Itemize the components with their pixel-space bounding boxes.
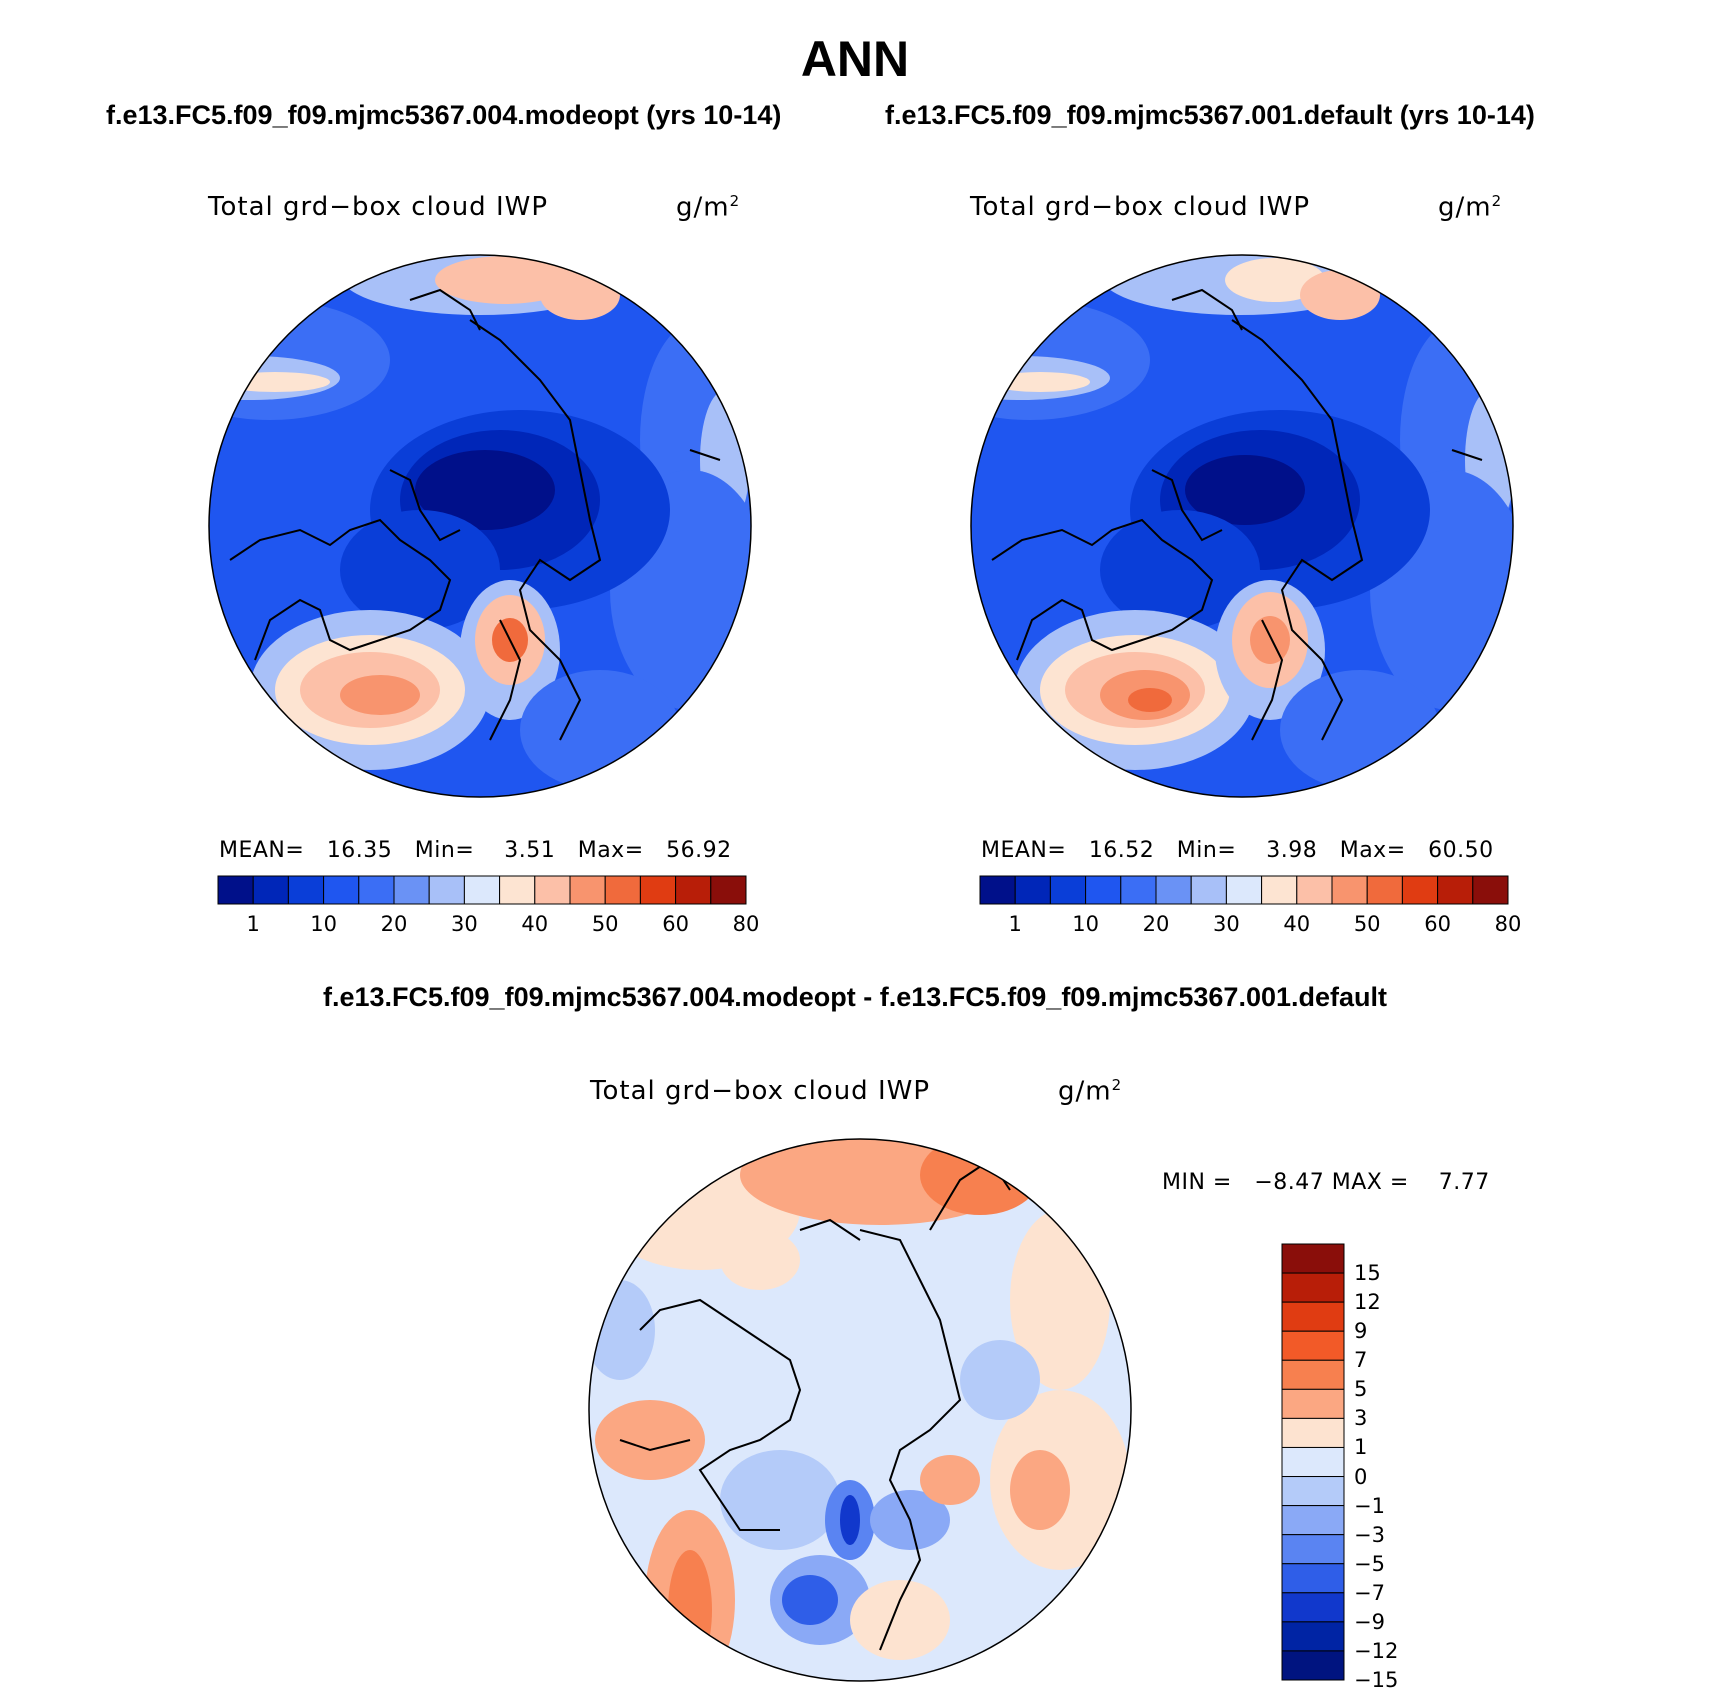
panel-1-variable-label: Total grd−box cloud IWP [208,192,549,222]
colorbar-tick-label: 50 [1353,912,1381,936]
difference-colorbar-tick-label: 5 [1354,1377,1368,1402]
difference-colorbar-tick-label: −9 [1354,1609,1385,1634]
colorbar-swatch [287,875,325,905]
colorbar-swatch [1085,875,1122,905]
colorbar-swatch [1472,875,1509,905]
difference-colorbar-swatch [1281,1388,1345,1419]
difference-colorbar-tick-label: 1 [1354,1435,1368,1460]
difference-colorbar-tick-label: −7 [1354,1580,1385,1605]
colorbar-swatch [323,875,360,905]
difference-colorbar-tick-label: 7 [1354,1348,1368,1373]
colorbar-swatch [569,875,606,905]
panel-2-colorbar [979,875,1509,905]
difference-stats: MIN = −8.47 MAX = 7.77 [1162,1170,1490,1195]
colorbar-tick-label: 80 [732,912,760,936]
difference-colorbar-tick-label: 3 [1354,1406,1368,1431]
difference-coastlines [619,1158,1011,1651]
panel-2-contour-field [971,255,1513,797]
difference-contour-field [589,1139,1131,1681]
difference-colorbar [1281,1243,1345,1681]
panel-2-case-title: f.e13.FC5.f09_f09.mjmc5367.001.default (… [885,100,1535,130]
difference-colorbar-tick-label: 9 [1354,1319,1368,1344]
colorbar-tick-label: 40 [521,912,549,936]
panel-1-stats: MEAN= 16.35 Min= 3.51 Max= 56.92 [219,838,732,863]
colorbar-tick-label: 80 [1494,912,1522,936]
panel-1-coastlines [229,288,721,741]
panel-1-units-label: g/m2 [676,192,741,223]
difference-colorbar-swatch [1281,1476,1345,1507]
colorbar-swatch [604,875,641,905]
difference-colorbar-tick-label: 12 [1354,1290,1381,1315]
difference-colorbar-swatch [1281,1534,1345,1565]
panel-1-colorbar [217,875,747,905]
difference-colorbar-tick-label: 15 [1354,1261,1381,1286]
difference-colorbar-swatch [1281,1505,1345,1536]
colorbar-swatch [393,875,430,905]
colorbar-swatch [1401,875,1439,905]
colorbar-swatch [463,875,501,905]
panel-2-stats: MEAN= 16.52 Min= 3.98 Max= 60.50 [981,838,1494,863]
colorbar-swatch [1366,875,1403,905]
panel-2-units-label: g/m2 [1438,192,1503,223]
colorbar-swatch [252,875,289,905]
colorbar-swatch [428,875,465,905]
difference-colorbar-tick-label: −12 [1354,1638,1399,1663]
difference-variable-label: Total grd−box cloud IWP [590,1076,931,1106]
panel-1-case-title: f.e13.FC5.f09_f09.mjmc5367.004.modeopt (… [106,100,782,130]
colorbar-swatch [639,875,677,905]
colorbar-tick-label: 20 [380,912,408,936]
colorbar-swatch [710,875,747,905]
colorbar-tick-label: 20 [1142,912,1170,936]
difference-colorbar-swatch [1281,1621,1345,1652]
page-title: ANN [800,31,910,87]
difference-colorbar-swatch [1281,1301,1345,1332]
colorbar-tick-label: 60 [662,912,689,936]
colorbar-swatch [1014,875,1051,905]
difference-colorbar-swatch [1281,1417,1345,1448]
colorbar-tick-label: 10 [310,912,337,936]
difference-colorbar-tick-label: −1 [1354,1493,1385,1518]
difference-colorbar-swatch [1281,1650,1345,1681]
difference-colorbar-swatch [1281,1563,1345,1594]
colorbar-tick-label: 40 [1283,912,1311,936]
colorbar-swatch [1225,875,1263,905]
difference-colorbar-swatch [1281,1592,1345,1623]
difference-colorbar-swatch [1281,1446,1345,1478]
difference-units-label: g/m2 [1058,1076,1123,1107]
colorbar-swatch [1155,875,1192,905]
colorbar-swatch [217,875,254,905]
colorbar-tick-label: 10 [1072,912,1099,936]
colorbar-swatch [979,875,1016,905]
panel-2-coastlines [991,288,1483,741]
panel-1-contour-field [209,255,751,797]
colorbar-swatch [1331,875,1368,905]
colorbar-tick-label: 1 [246,912,260,936]
colorbar-swatch [1190,875,1227,905]
difference-colorbar-tick-label: −15 [1354,1668,1399,1692]
difference-colorbar-swatch [1281,1359,1345,1390]
colorbar-tick-label: 30 [1213,912,1240,936]
colorbar-tick-label: 50 [591,912,619,936]
difference-colorbar-tick-label: 0 [1354,1464,1368,1489]
difference-title: f.e13.FC5.f09_f09.mjmc5367.004.modeopt -… [322,982,1387,1012]
difference-colorbar-swatch [1281,1330,1345,1361]
difference-colorbar-tick-label: −5 [1354,1551,1385,1576]
colorbar-swatch [1120,875,1157,905]
difference-colorbar-swatch [1281,1272,1345,1303]
difference-colorbar-swatch [1281,1243,1345,1274]
colorbar-tick-label: 1 [1008,912,1022,936]
panel-2-variable-label: Total grd−box cloud IWP [970,192,1311,222]
colorbar-swatch [675,875,712,905]
colorbar-tick-label: 60 [1424,912,1451,936]
colorbar-swatch [1296,875,1333,905]
difference-colorbar-tick-label: −3 [1354,1522,1385,1547]
colorbar-tick-label: 30 [451,912,478,936]
